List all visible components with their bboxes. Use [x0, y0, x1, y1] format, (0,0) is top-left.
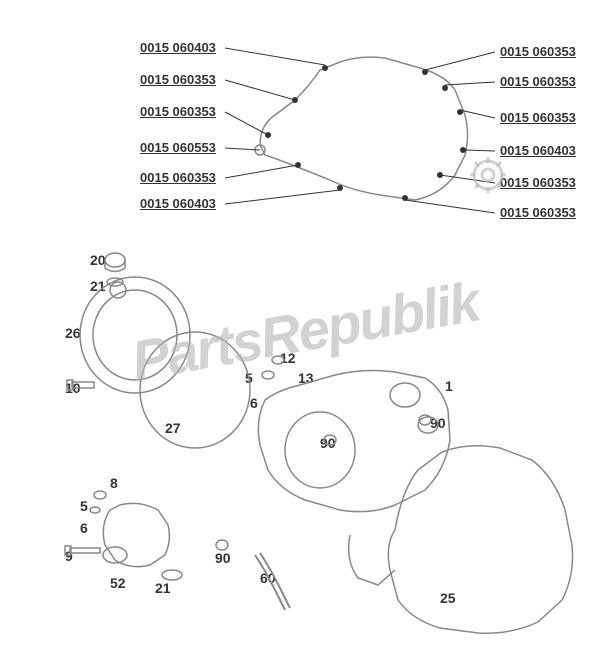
dowel-pin: [324, 435, 336, 445]
main-cover-inner: [285, 412, 355, 488]
leader-line: [405, 200, 495, 213]
oil-plug: [105, 253, 125, 267]
clutch-cover-hole: [110, 282, 126, 298]
clutch-cover-inner: [93, 290, 177, 380]
bolt-hole: [457, 109, 463, 115]
bolt: [72, 382, 94, 388]
o-ring: [162, 570, 182, 580]
bolt: [90, 507, 100, 513]
leader-line: [465, 150, 495, 151]
diagram-container: PartsRepublik 0015 0604030015 0603530015…: [0, 0, 610, 662]
clutch-cover: [80, 277, 190, 393]
bolt: [94, 491, 106, 499]
dowel-pin: [216, 540, 228, 550]
gear-icon: [468, 155, 508, 195]
bolt-hole: [322, 65, 328, 71]
leader-line: [425, 52, 495, 70]
top-gasket-outline: [260, 57, 468, 200]
leader-line: [225, 48, 325, 65]
plug: [272, 356, 284, 364]
clutch-gasket: [140, 332, 250, 448]
leader-line: [225, 165, 298, 178]
hose: [260, 553, 290, 608]
outer-gasket: [388, 446, 572, 634]
leader-line: [225, 80, 295, 100]
leader-lines: [225, 48, 495, 213]
diagram-svg: [0, 0, 610, 662]
water-pump: [103, 503, 169, 566]
main-cover-port1: [390, 383, 420, 407]
leader-line: [225, 112, 268, 135]
long-bolt: [70, 548, 100, 553]
leader-line: [225, 190, 340, 204]
hose: [255, 555, 285, 610]
plug: [262, 371, 274, 379]
bolt-hole: [442, 85, 448, 91]
leader-line: [445, 82, 495, 85]
